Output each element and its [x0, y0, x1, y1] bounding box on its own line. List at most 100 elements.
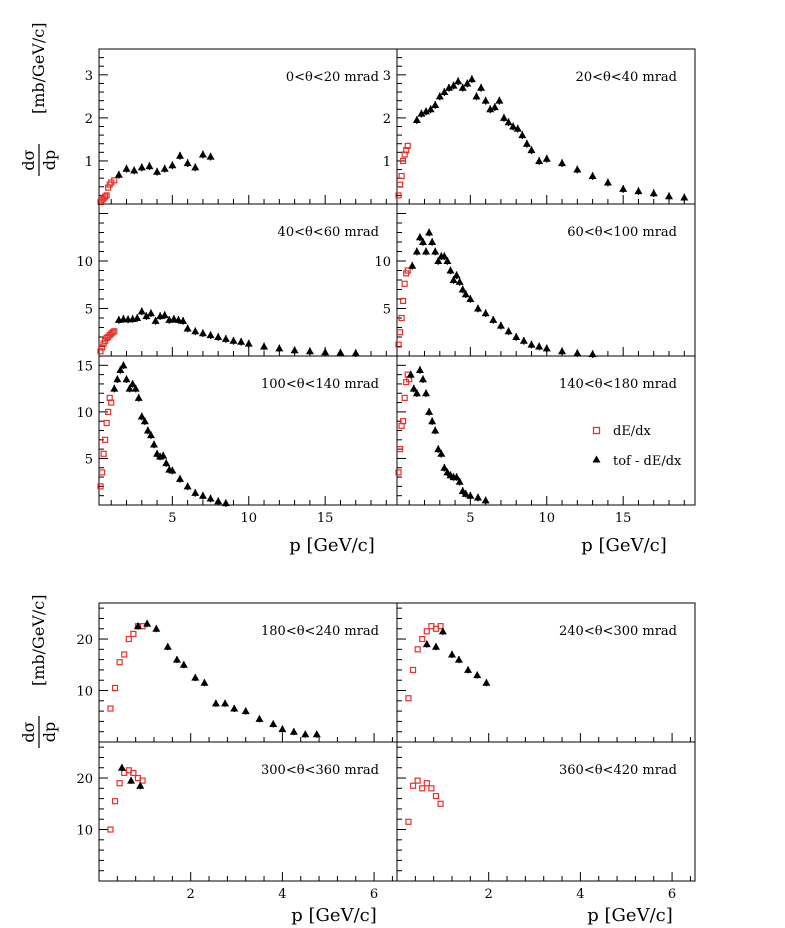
- tof-point: [244, 339, 253, 347]
- tof-point: [321, 348, 330, 356]
- panel-label: 180<θ<240 mrad: [261, 624, 379, 639]
- tof-point: [122, 375, 131, 383]
- tof-point: [409, 384, 418, 392]
- x-tick-label: 10: [538, 511, 555, 526]
- tof-point: [172, 655, 181, 663]
- dedx-point: [130, 769, 137, 776]
- tof-point: [535, 342, 544, 350]
- tof-point: [142, 312, 151, 320]
- tof-point: [198, 491, 207, 499]
- tof-point: [415, 233, 424, 241]
- tof-point: [211, 699, 220, 707]
- panel: 10 20 180<θ<240 mrad: [76, 602, 398, 743]
- tof-point: [169, 314, 178, 322]
- dedx-point: [404, 267, 411, 274]
- dedx-point: [404, 142, 411, 149]
- tof-point: [191, 163, 200, 171]
- tof-point: [519, 336, 528, 344]
- tof-point: [454, 655, 463, 663]
- dedx-point: [398, 172, 405, 180]
- tof-point: [412, 389, 421, 397]
- tof-point: [619, 184, 628, 192]
- tof-point: [481, 496, 490, 504]
- tof-point: [588, 350, 597, 358]
- tof-point: [113, 375, 122, 383]
- tof-point: [482, 678, 491, 686]
- tof-point: [137, 163, 146, 171]
- panel: 5 10 15 5 10 15 100<θ<140 mrad: [76, 355, 398, 526]
- tof-point: [214, 333, 223, 340]
- y-tick-label: 2: [85, 112, 93, 127]
- tof-point: [458, 285, 467, 293]
- tof-point: [680, 193, 689, 201]
- tof-point: [464, 665, 473, 673]
- tof-point: [425, 407, 434, 415]
- tof-point: [665, 192, 674, 200]
- tof-point: [221, 334, 230, 342]
- tof-point: [179, 660, 188, 668]
- tof-point: [461, 290, 470, 298]
- tof-point: [146, 431, 155, 439]
- dedx-point: [400, 418, 407, 425]
- tof-point: [418, 238, 427, 245]
- tof-point: [221, 499, 230, 507]
- x-tick-label: 4: [278, 887, 286, 902]
- tof-point: [428, 417, 437, 425]
- tof-point: [275, 344, 284, 352]
- y-label-denominator: dp: [40, 722, 59, 742]
- tof-point: [127, 776, 136, 784]
- tof-point: [191, 327, 200, 335]
- tof-point: [504, 118, 513, 126]
- tof-point: [206, 494, 215, 502]
- tof-point: [434, 445, 443, 453]
- tof-point: [422, 107, 431, 115]
- dedx-point: [111, 328, 118, 335]
- dedx-point: [105, 408, 112, 415]
- tof-point: [634, 187, 643, 195]
- tof-point: [137, 307, 146, 315]
- tof-point: [455, 477, 464, 485]
- y-tick-label: 10: [76, 824, 93, 839]
- tof-point: [518, 131, 527, 139]
- tof-point: [472, 92, 481, 100]
- tof-point: [558, 347, 567, 355]
- dedx-point: [139, 777, 146, 784]
- y-tick-label: 10: [76, 406, 93, 421]
- tof-point: [143, 619, 152, 627]
- dedx-point: [97, 483, 104, 490]
- tof-point: [110, 384, 119, 392]
- tof-point: [477, 83, 486, 91]
- tof-point: [289, 727, 298, 735]
- tof-point: [412, 247, 421, 255]
- tof-point: [422, 640, 431, 648]
- dedx-point: [409, 666, 417, 674]
- tof-point: [473, 493, 482, 501]
- y-label-unit: [mb/GeV/c]: [29, 595, 48, 686]
- dedx-point: [395, 469, 402, 476]
- tof-point: [206, 152, 215, 160]
- y-tick-label: 2: [383, 112, 391, 127]
- y-tick-label: 20: [76, 633, 93, 648]
- tof-point: [449, 276, 458, 283]
- y-label-unit: [mb/GeV/c]: [29, 23, 48, 114]
- tof-point: [116, 365, 125, 373]
- dedx-point: [423, 780, 430, 787]
- tof-point: [473, 304, 482, 312]
- tof-point: [535, 156, 544, 164]
- tof-point: [175, 151, 184, 159]
- tof-point: [145, 162, 154, 170]
- panel: 1 2 3 20<θ<40 mrad: [383, 48, 696, 205]
- x-tick-label: 6: [370, 887, 378, 902]
- tof-point: [422, 247, 431, 255]
- tof-point: [351, 349, 360, 357]
- tof-point: [229, 336, 238, 344]
- x-tick-label: 15: [615, 511, 632, 526]
- tof-point: [183, 159, 192, 167]
- panel-label: 100<θ<140 mrad: [261, 377, 379, 392]
- panel-label: 240<θ<300 mrad: [559, 624, 677, 639]
- panel-label: 20<θ<40 mrad: [576, 70, 677, 85]
- tof-point: [444, 83, 453, 91]
- tof-point: [143, 426, 152, 434]
- tof-point: [134, 393, 143, 401]
- tof-point: [114, 170, 123, 178]
